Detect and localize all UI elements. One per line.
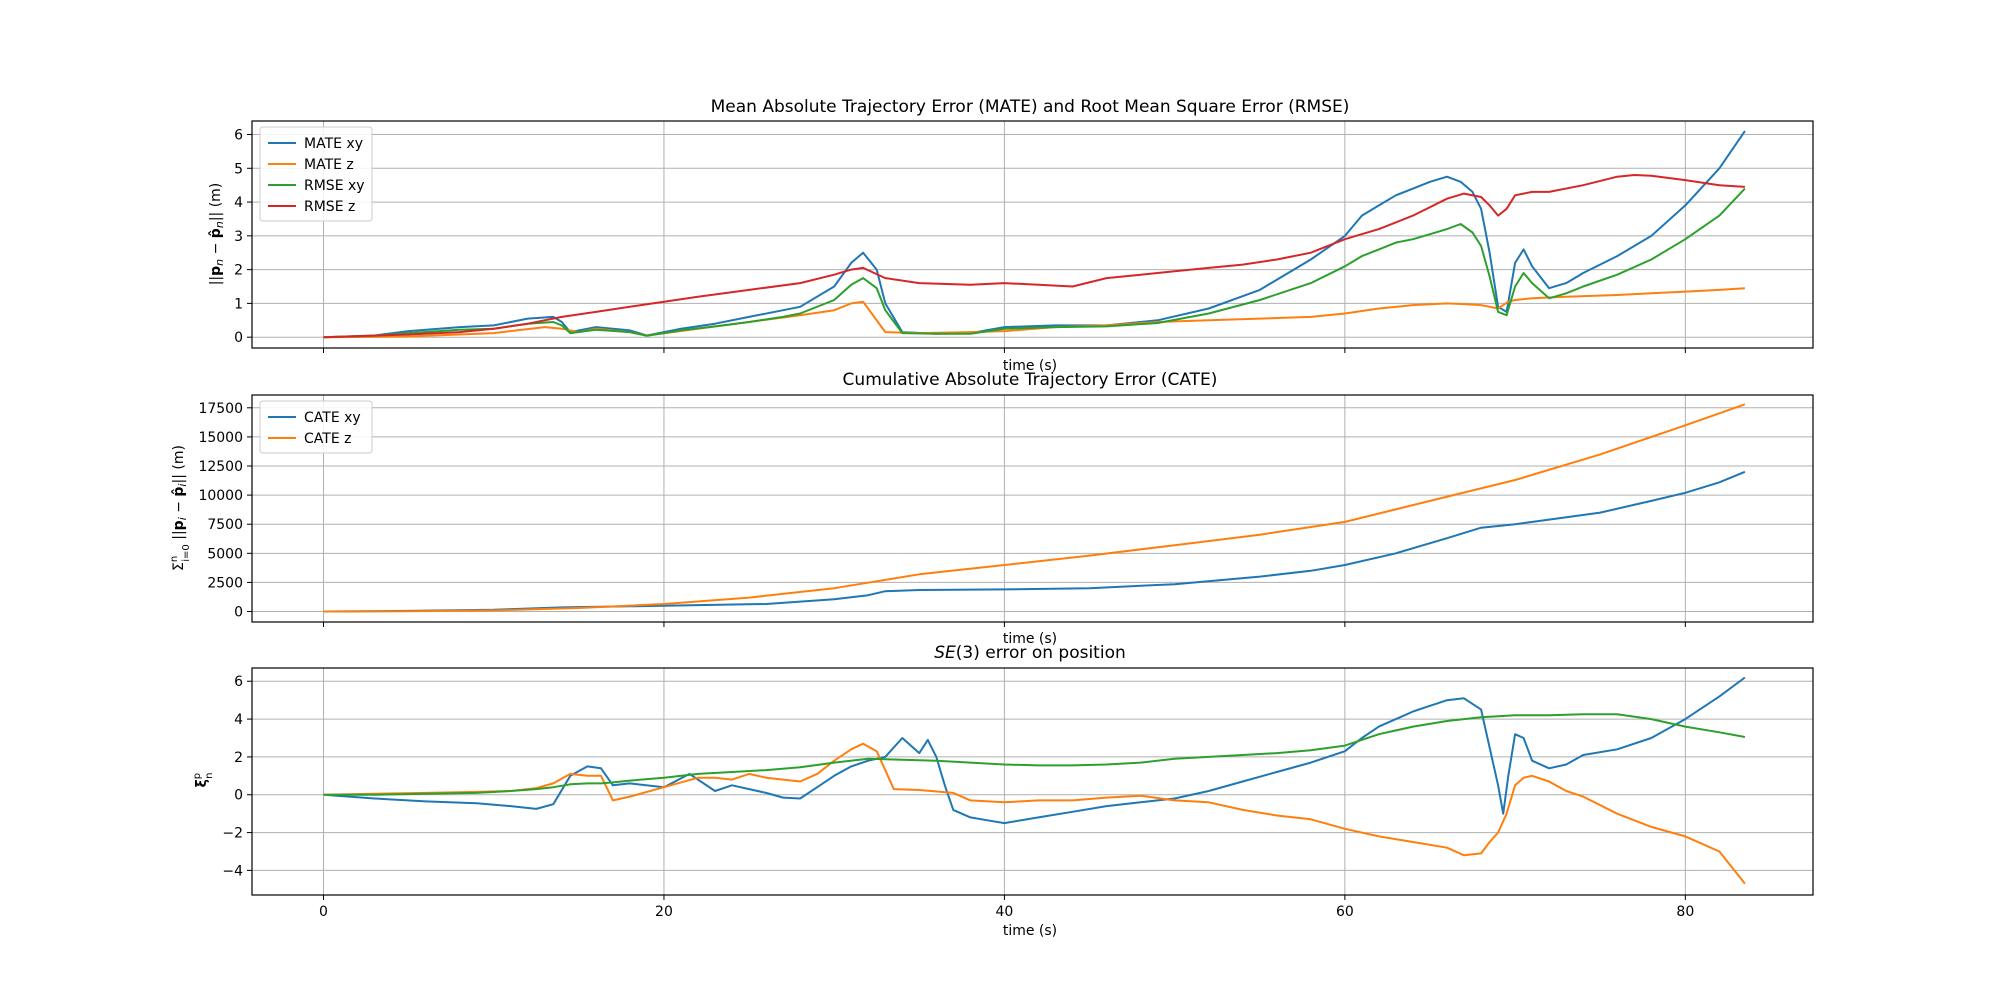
legend-label: CATE xy [304,410,361,426]
x-axis-label: time (s) [1003,631,1057,647]
y-tick-label: 2 [234,750,243,766]
legend-box [259,126,373,222]
legend-label: RMSE z [304,199,355,215]
series-line-series-1 [323,742,1746,885]
plot-frame [251,120,1814,349]
cate-panel: Cumulative Absolute Trajectory Error (CA… [169,370,1814,647]
series-line-series-2 [323,713,1746,796]
panel-title: Cumulative Absolute Trajectory Error (CA… [843,370,1218,390]
legend-label: RMSE xy [304,178,365,194]
y-tick-label: 1 [234,296,243,312]
y-tick-label: 2 [234,263,243,279]
series-line-series-0 [323,676,1746,825]
y-tick-label: −4 [222,863,243,879]
panel-title: Mean Absolute Trajectory Error (MATE) an… [711,97,1350,117]
y-axis-label: Σni=0 ||pi − p̂i|| (m) [169,445,192,571]
mate-rmse-panel: Mean Absolute Trajectory Error (MATE) an… [208,97,1814,374]
se3-panel: SE(3) error on position time (s) ξpn 0 20… [192,643,1814,939]
x-tick-label: 60 [1336,904,1354,920]
x-tick-label: 0 [319,904,328,920]
plot-frame [251,667,1814,896]
panel-title: SE(3) error on position [934,643,1126,663]
y-tick-label: 0 [234,605,243,621]
x-tick-label: 80 [1676,904,1694,920]
y-tick-label: −2 [222,826,243,842]
y-tick-label: 5000 [207,546,243,562]
y-tick-label: 6 [234,128,243,144]
y-tick-label: 15000 [198,430,243,446]
plot-frame [251,394,1814,623]
y-tick-label: 2500 [207,575,243,591]
legend-box [259,400,373,454]
y-axis-label: ||pn − p̂n|| (m) [208,183,226,286]
series-line-cate-z [323,403,1746,613]
x-axis-label: time (s) [1003,923,1057,939]
legend-label: MATE z [304,157,354,173]
x-tick-label: 40 [995,904,1013,920]
y-tick-label: 0 [234,330,243,346]
y-tick-label: 0 [234,788,243,804]
legend-label: MATE xy [304,136,363,152]
series-line-rmse-xy [323,187,1746,339]
series-line-rmse-z [323,174,1745,339]
legend: MATE xy MATE z RMSE xy RMSE z [259,126,373,222]
y-tick-label: 4 [234,712,243,728]
x-tick-label: 20 [655,904,673,920]
series-line-cate-xy [323,470,1746,613]
legend: CATE xy CATE z [259,400,373,454]
y-tick-label: 5 [234,161,243,177]
legend-label: CATE z [304,431,351,447]
y-tick-label: 12500 [198,459,243,475]
y-tick-label: 10000 [198,488,243,504]
y-tick-label: 6 [234,674,243,690]
y-tick-label: 3 [234,229,243,245]
y-tick-label: 4 [234,195,243,211]
y-tick-label: 7500 [207,517,243,533]
y-tick-label: 17500 [198,401,243,417]
y-axis-label: ξpn [192,773,215,788]
x-axis-label: time (s) [1003,358,1057,374]
